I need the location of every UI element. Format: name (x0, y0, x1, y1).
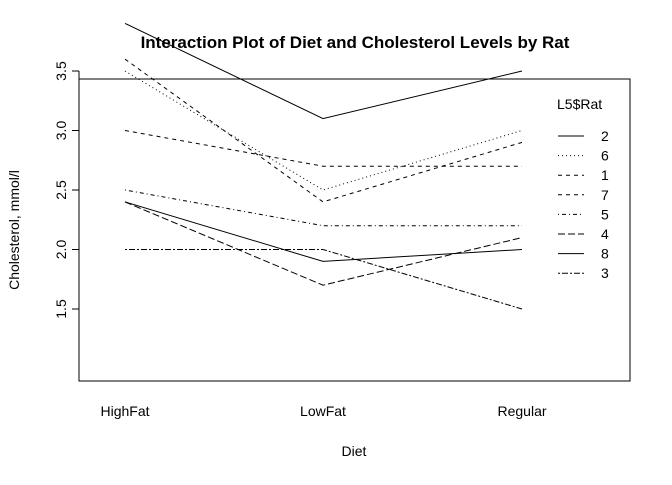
y-axis: 1.5 2.0 2.5 3.0 3.5 (53, 61, 80, 319)
y-tick-label: 1.5 (53, 299, 69, 319)
legend: L5$Rat 2 6 1 7 5 4 8 3 (557, 96, 609, 281)
series-line-7 (124, 130, 522, 167)
x-axis-label: Diet (342, 443, 367, 459)
series-line-8 (124, 201, 523, 262)
series-lines (124, 22, 523, 310)
legend-label: 5 (601, 206, 609, 222)
series-line-1 (124, 58, 523, 203)
plot-frame (78, 78, 631, 382)
legend-title: L5$Rat (557, 96, 602, 112)
legend-label: 2 (601, 128, 609, 144)
chart-title: Interaction Plot of Diet and Cholesterol… (141, 33, 570, 52)
series-line-2 (124, 22, 523, 120)
series-line-4 (124, 201, 523, 286)
y-tick-label: 3.5 (53, 61, 69, 81)
legend-label: 1 (601, 167, 609, 183)
x-tick-label: LowFat (300, 403, 346, 419)
series-line-5 (124, 189, 522, 227)
legend-label: 8 (601, 246, 609, 262)
x-axis: HighFat LowFat Regular (100, 403, 546, 419)
legend-label: 3 (601, 265, 609, 281)
series-line-6 (124, 70, 523, 191)
legend-label: 6 (601, 148, 609, 164)
legend-items: 2 6 1 7 5 4 8 3 (558, 128, 609, 281)
legend-label: 4 (601, 226, 609, 242)
series-line-3 (125, 249, 523, 310)
y-tick-label: 3.0 (53, 121, 69, 141)
y-axis-label: Cholesterol, mmol/l (6, 170, 22, 290)
y-tick-label: 2.5 (53, 180, 69, 200)
x-tick-label: HighFat (100, 403, 149, 419)
legend-label: 7 (601, 187, 609, 203)
y-tick-label: 2.0 (53, 240, 69, 260)
x-tick-label: Regular (497, 403, 546, 419)
